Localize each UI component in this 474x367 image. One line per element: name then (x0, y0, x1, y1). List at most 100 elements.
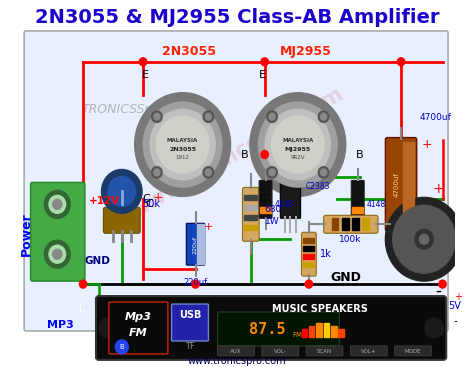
Text: 1W: 1W (264, 217, 279, 226)
Text: 9R2V: 9R2V (291, 155, 305, 160)
Text: -: - (435, 282, 441, 300)
Bar (352, 218, 359, 230)
Bar (245, 195, 257, 200)
Text: 220uf: 220uf (192, 236, 197, 254)
Text: MUSIC SPEAKERS: MUSIC SPEAKERS (272, 304, 368, 314)
Text: C2383: C2383 (305, 182, 330, 191)
Bar (342, 218, 348, 230)
Text: USB: USB (179, 310, 201, 320)
Circle shape (150, 109, 215, 180)
Circle shape (101, 170, 142, 213)
Text: 4700uf: 4700uf (393, 172, 400, 197)
Bar (197, 224, 204, 264)
FancyBboxPatch shape (306, 346, 343, 356)
FancyBboxPatch shape (259, 181, 272, 218)
Text: E: E (259, 70, 266, 80)
Circle shape (45, 190, 70, 218)
Text: FM: FM (129, 328, 148, 338)
Circle shape (49, 245, 65, 263)
Circle shape (99, 318, 117, 338)
Text: MALAYSIA: MALAYSIA (167, 138, 198, 143)
Circle shape (45, 240, 70, 268)
Circle shape (108, 177, 136, 206)
Circle shape (425, 318, 444, 338)
Text: MJ2955: MJ2955 (280, 46, 332, 58)
Text: +12V: +12V (89, 196, 120, 206)
Circle shape (320, 169, 327, 176)
Circle shape (319, 167, 329, 178)
Circle shape (156, 116, 209, 173)
Text: 4148: 4148 (367, 200, 386, 209)
Text: SCAN: SCAN (317, 349, 332, 355)
Circle shape (269, 169, 275, 176)
Circle shape (205, 169, 211, 176)
Circle shape (320, 113, 327, 120)
Bar (352, 207, 363, 213)
Bar (332, 218, 338, 230)
FancyBboxPatch shape (186, 223, 205, 265)
Text: 87.5: 87.5 (249, 323, 286, 338)
FancyBboxPatch shape (103, 207, 140, 233)
Text: 2N3055: 2N3055 (162, 46, 216, 58)
Text: 1k: 1k (320, 249, 332, 259)
FancyBboxPatch shape (280, 171, 301, 218)
Circle shape (152, 111, 162, 122)
FancyBboxPatch shape (109, 302, 168, 354)
Text: C: C (259, 195, 267, 204)
Circle shape (272, 116, 324, 173)
Bar (331, 326, 337, 337)
Text: MODE: MODE (405, 349, 421, 355)
FancyBboxPatch shape (350, 346, 387, 356)
Circle shape (203, 167, 214, 178)
Circle shape (115, 340, 128, 354)
Bar (362, 218, 369, 230)
Text: Mp3: Mp3 (125, 312, 152, 322)
Text: R: R (78, 336, 85, 346)
FancyBboxPatch shape (385, 138, 417, 231)
Text: +: + (432, 182, 444, 196)
Text: B: B (119, 344, 124, 350)
Circle shape (385, 197, 463, 281)
Text: B: B (241, 149, 248, 160)
Bar (301, 329, 307, 337)
Text: 220uf: 220uf (183, 277, 208, 287)
FancyBboxPatch shape (172, 304, 209, 341)
Circle shape (250, 93, 346, 196)
Circle shape (80, 280, 87, 288)
Bar (303, 262, 314, 267)
FancyBboxPatch shape (301, 232, 316, 276)
FancyBboxPatch shape (351, 181, 364, 218)
Text: 5V: 5V (448, 301, 461, 311)
Text: 1912: 1912 (176, 155, 190, 160)
Bar (245, 215, 257, 220)
Circle shape (49, 195, 65, 213)
Circle shape (269, 113, 275, 120)
Text: VOL-: VOL- (274, 349, 287, 355)
Text: GND: GND (85, 256, 111, 266)
FancyBboxPatch shape (218, 312, 339, 346)
Text: Power: Power (19, 212, 32, 256)
Circle shape (393, 206, 456, 273)
Circle shape (419, 234, 428, 244)
Circle shape (319, 111, 329, 122)
Text: GND: GND (330, 270, 361, 284)
Circle shape (192, 280, 199, 288)
Circle shape (267, 167, 277, 178)
Text: 50k: 50k (142, 199, 160, 209)
Bar (245, 225, 257, 230)
Text: 100k: 100k (339, 235, 362, 244)
FancyBboxPatch shape (262, 346, 299, 356)
Text: +: + (152, 191, 163, 204)
Text: 2N3055: 2N3055 (169, 147, 196, 152)
Circle shape (261, 150, 268, 159)
FancyBboxPatch shape (324, 215, 378, 233)
Text: E: E (142, 70, 149, 80)
Circle shape (152, 167, 162, 178)
Text: +: + (204, 222, 213, 232)
Bar (303, 238, 314, 243)
Text: VOL+: VOL+ (361, 349, 377, 355)
Text: FM: FM (292, 332, 302, 338)
FancyBboxPatch shape (218, 346, 255, 356)
Bar (403, 142, 414, 227)
Bar (309, 326, 314, 337)
